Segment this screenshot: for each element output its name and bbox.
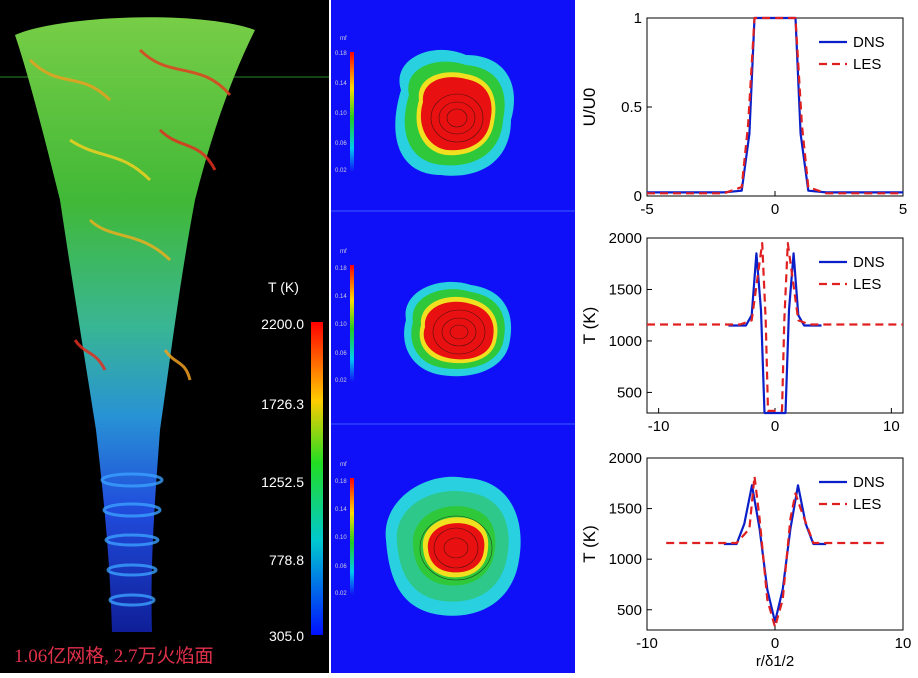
y-tick-label: 1500 xyxy=(609,281,642,298)
x-tick-label: 0 xyxy=(771,201,779,218)
legend-label-dns: DNS xyxy=(853,254,885,271)
series-les-line xyxy=(647,16,903,195)
contour-snapshot-1: mf 0.18 0.14 0.10 0.06 0.02 xyxy=(335,36,514,176)
legend-label-dns: DNS xyxy=(853,474,885,491)
y-tick-label: 500 xyxy=(617,384,642,401)
svg-text:0.02: 0.02 xyxy=(335,168,347,174)
flame-render-panel: T (K) 2200.0 1726.3 1252.5 778.8 305.0 1… xyxy=(0,0,329,673)
colorbar-tick-305: 305.0 xyxy=(268,628,304,644)
series-dns-line xyxy=(647,16,903,194)
colorbar-tick-1252: 1252.5 xyxy=(261,474,304,490)
y-tick-label: 1000 xyxy=(609,551,642,568)
legend-label-les: LES xyxy=(853,56,881,73)
contour-snapshot-3: mf 0.18 0.14 0.10 0.06 0.02 xyxy=(335,462,521,616)
mf-label-3: mf xyxy=(340,462,347,468)
x-tick-label: -10 xyxy=(648,418,670,435)
series-dns-line xyxy=(728,252,822,415)
legend: DNS LES xyxy=(815,28,897,76)
contour-panel: mf 0.18 0.14 0.10 0.06 0.02 mf 0.18 0.14… xyxy=(331,0,575,673)
svg-text:0.14: 0.14 xyxy=(335,81,347,87)
svg-text:0.06: 0.06 xyxy=(335,351,347,357)
colorbar-title: T (K) xyxy=(268,279,299,295)
svg-text:0.06: 0.06 xyxy=(335,564,347,570)
svg-text:0.18: 0.18 xyxy=(335,266,347,272)
mf-colorbar-1 xyxy=(350,52,354,172)
y-tick-label: 1000 xyxy=(609,333,642,350)
y-tick-label: 0 xyxy=(634,188,642,205)
mf-label-2: mf xyxy=(340,249,347,255)
svg-text:0.14: 0.14 xyxy=(335,294,347,300)
x-tick-label: 0 xyxy=(771,635,779,652)
legend-label-les: LES xyxy=(853,276,881,293)
caption: 1.06亿网格, 2.7万火焰面 xyxy=(14,646,214,667)
contour-snapshot-2: mf 0.18 0.14 0.10 0.06 0.02 xyxy=(335,249,512,384)
svg-text:0.14: 0.14 xyxy=(335,507,347,513)
y-tick-label: 0.5 xyxy=(621,99,642,116)
x-tick-label: -10 xyxy=(636,635,658,652)
legend-label-dns: DNS xyxy=(853,34,885,51)
svg-text:0.10: 0.10 xyxy=(335,111,347,117)
y-axis-label: T (K) xyxy=(580,307,599,344)
svg-text:0.06: 0.06 xyxy=(335,141,347,147)
y-tick-label: 1500 xyxy=(609,501,642,518)
legend-label-les: LES xyxy=(853,496,881,513)
chart-3: -10 0 10 500 1000 1500 2000 T (K) r/δ1/2 DNS LES xyxy=(580,450,911,670)
chart-2: -10 0 10 500 1000 1500 2000 T (K) DNS LES xyxy=(580,230,904,435)
mf-colorbar-3 xyxy=(350,478,354,595)
x-tick-label: 0 xyxy=(771,418,779,435)
colorbar-tick-2200: 2200.0 xyxy=(261,316,304,332)
series-les-line xyxy=(647,242,903,412)
svg-text:0.10: 0.10 xyxy=(335,322,347,328)
contour-plots: mf 0.18 0.14 0.10 0.06 0.02 mf 0.18 0.14… xyxy=(331,36,575,616)
x-tick-label: -5 xyxy=(640,201,653,218)
series-les-line xyxy=(666,475,884,629)
temperature-colorbar xyxy=(311,322,323,635)
y-tick-label: 2000 xyxy=(609,230,642,247)
y-axis-label: U/U0 xyxy=(580,88,599,127)
y-tick-label: 2000 xyxy=(609,450,642,467)
svg-text:0.10: 0.10 xyxy=(335,535,347,541)
y-tick-label: 1 xyxy=(634,10,642,27)
svg-text:0.02: 0.02 xyxy=(335,378,347,384)
svg-text:0.18: 0.18 xyxy=(335,51,347,57)
mf-label-1: mf xyxy=(340,36,347,42)
y-tick-label: 500 xyxy=(617,602,642,619)
legend: DNS LES xyxy=(815,248,897,296)
x-tick-label: 10 xyxy=(883,418,900,435)
colorbar-tick-778: 778.8 xyxy=(268,552,304,568)
x-tick-label: 10 xyxy=(895,635,912,652)
flame-render xyxy=(0,17,329,635)
svg-text:0.02: 0.02 xyxy=(335,591,347,597)
legend: DNS LES xyxy=(815,468,897,516)
y-axis-label: T (K) xyxy=(580,525,599,562)
x-tick-label: 5 xyxy=(899,201,907,218)
flame-hot-streaks xyxy=(28,48,232,381)
x-axis-label: r/δ1/2 xyxy=(756,653,794,670)
mf-colorbar-2 xyxy=(350,265,354,382)
profile-plots-panel: -5 0 5 0 0.5 1 U/U0 DNS LES -10 0 10 500 1000 1500 2000… xyxy=(575,0,918,673)
flame-body xyxy=(15,17,255,633)
flame-rings xyxy=(100,472,164,607)
svg-text:0.18: 0.18 xyxy=(335,479,347,485)
colorbar-tick-1726: 1726.3 xyxy=(261,396,304,412)
